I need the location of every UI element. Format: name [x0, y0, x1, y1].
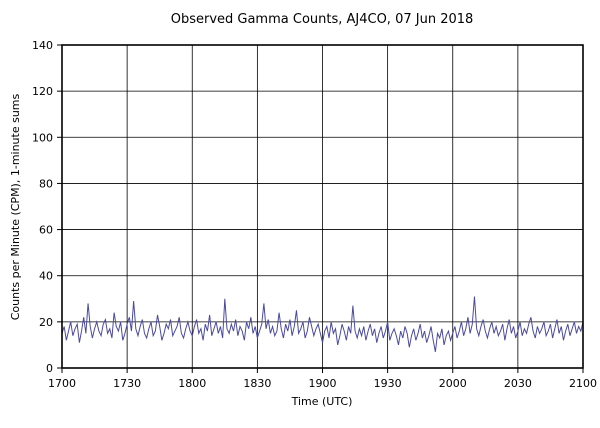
y-tick-label: 0	[46, 362, 53, 375]
axis-ticks: 0 20 40 60 80 100 120 140 1700 1730 1800 1830 1900 19…	[32, 39, 597, 390]
y-tick-label: 140	[32, 39, 53, 52]
x-tick-label: 2030	[504, 377, 532, 390]
x-tick-label: 2100	[569, 377, 597, 390]
x-axis-label: Time (UTC)	[291, 395, 353, 408]
x-tick-label: 1830	[243, 377, 271, 390]
chart-title: Observed Gamma Counts, AJ4CO, 07 Jun 201…	[171, 12, 474, 27]
x-tick-label: 1900	[309, 377, 337, 390]
data-series-line	[61, 296, 584, 352]
y-tick-label: 40	[39, 270, 53, 283]
y-tick-label: 80	[39, 177, 53, 190]
x-tick-label: 2000	[439, 377, 467, 390]
y-tick-label: 60	[39, 224, 53, 237]
y-tick-label: 20	[39, 316, 53, 329]
x-tick-label: 1930	[374, 377, 402, 390]
y-tick-label: 120	[32, 85, 53, 98]
x-tick-label: 1730	[113, 377, 141, 390]
y-tick-label: 100	[32, 131, 53, 144]
x-tick-label: 1800	[178, 377, 206, 390]
y-axis-label: Counts per Minute (CPM), 1-minute sums	[9, 93, 22, 320]
gamma-counts-polyline	[61, 296, 584, 352]
x-tick-label: 1700	[48, 377, 76, 390]
